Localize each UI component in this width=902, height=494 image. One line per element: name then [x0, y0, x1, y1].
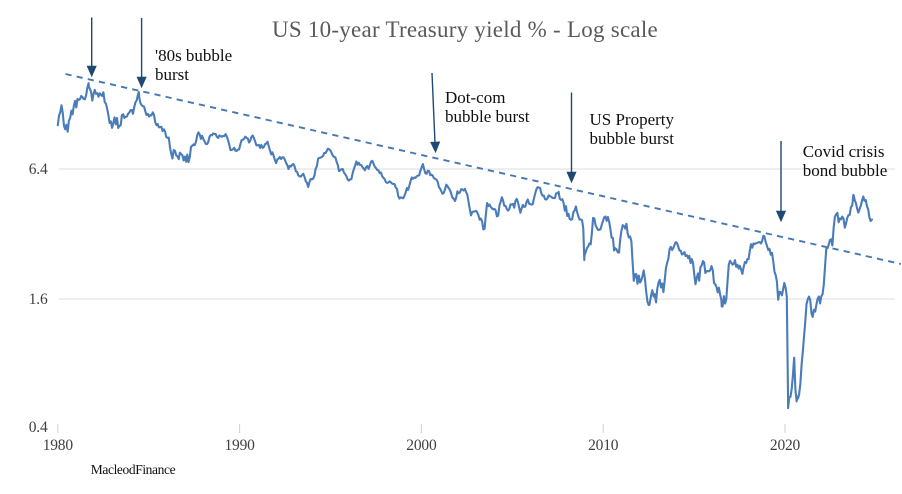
svg-text:0.4: 0.4 [29, 419, 48, 436]
svg-text:2020: 2020 [770, 437, 801, 454]
svg-text:bubble burst: bubble burst [590, 129, 675, 148]
svg-text:2000: 2000 [406, 437, 437, 454]
svg-text:1.6: 1.6 [29, 291, 48, 308]
svg-text:1990: 1990 [224, 437, 255, 454]
svg-text:Dot-com: Dot-com [445, 88, 505, 107]
svg-text:MacleodFinance: MacleodFinance [91, 462, 176, 477]
svg-text:Covid crisis: Covid crisis [803, 142, 885, 161]
svg-text:bubble burst: bubble burst [445, 107, 530, 126]
svg-text:2010: 2010 [588, 437, 619, 454]
svg-text:US Property: US Property [590, 110, 675, 129]
svg-text:'80s bubble: '80s bubble [155, 46, 232, 65]
svg-text:burst: burst [155, 65, 189, 84]
svg-text:bond bubble: bond bubble [803, 161, 888, 180]
svg-text:1980: 1980 [43, 437, 74, 454]
svg-text:6.4: 6.4 [29, 161, 48, 178]
svg-text:US 10-year Treasury yield % -: US 10-year Treasury yield % - Log scale [272, 17, 658, 42]
